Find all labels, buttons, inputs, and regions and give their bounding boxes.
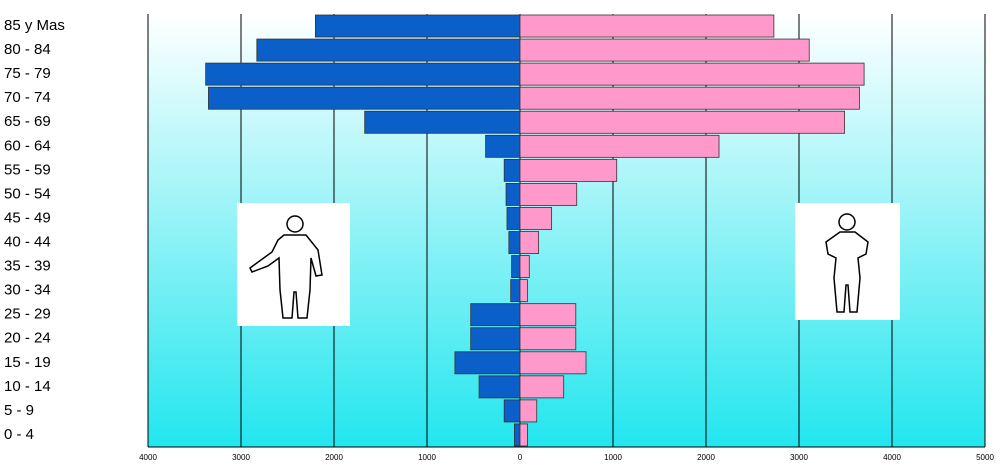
bar <box>470 303 521 327</box>
x-tick-label: 3000 <box>232 453 250 462</box>
bar <box>208 86 521 110</box>
y-tick-label: 15 - 19 <box>4 354 51 371</box>
bar <box>364 110 521 134</box>
y-tick-label: 25 - 29 <box>4 306 51 323</box>
bar <box>519 158 618 182</box>
x-tick-label: 2000 <box>697 453 715 462</box>
bar <box>519 351 587 375</box>
x-tick-label: 1000 <box>604 453 622 462</box>
bar <box>519 375 565 399</box>
y-tick-label: 35 - 39 <box>4 258 51 275</box>
x-tick-label: 1000 <box>418 453 436 462</box>
bar <box>514 423 521 447</box>
y-tick-label: 30 - 34 <box>4 282 51 299</box>
bar <box>470 327 521 351</box>
bar <box>519 86 860 110</box>
bar <box>519 110 845 134</box>
y-tick-label: 80 - 84 <box>4 41 51 58</box>
y-tick-label: 20 - 24 <box>4 330 51 347</box>
bar <box>519 423 528 447</box>
bar <box>519 255 530 279</box>
female-icon <box>795 203 900 320</box>
bar <box>506 207 521 230</box>
y-tick-label: 10 - 14 <box>4 378 51 395</box>
y-tick-label: 5 - 9 <box>4 402 34 419</box>
x-tick-label: 0 <box>518 453 523 462</box>
bar <box>508 231 521 254</box>
y-tick-label: 60 - 64 <box>4 137 51 154</box>
bar <box>454 351 521 375</box>
y-tick-label: 85 y Mas <box>4 17 65 34</box>
bar <box>485 134 521 158</box>
bar <box>478 375 521 399</box>
bar <box>256 38 521 62</box>
x-tick-label: 4000 <box>883 453 901 462</box>
bar <box>519 14 775 38</box>
y-tick-label: 55 - 59 <box>4 161 51 178</box>
x-tick-label: 5000 <box>976 453 994 462</box>
bar <box>503 399 521 423</box>
y-tick-label: 50 - 54 <box>4 185 51 202</box>
bar <box>519 303 577 327</box>
x-tick-label: 3000 <box>790 453 808 462</box>
bar <box>519 327 577 351</box>
bar <box>519 399 538 423</box>
x-tick-label: 4000 <box>139 453 157 462</box>
y-tick-label: 45 - 49 <box>4 209 51 226</box>
bar <box>511 255 521 279</box>
male-icon <box>237 203 350 326</box>
y-tick-label: 65 - 69 <box>4 113 51 130</box>
y-tick-label: 40 - 44 <box>4 233 51 250</box>
bar <box>505 182 521 206</box>
bar <box>519 207 553 230</box>
x-tick-label: 2000 <box>325 453 343 462</box>
bar <box>314 14 521 38</box>
bar <box>519 182 578 206</box>
bar <box>519 279 528 303</box>
bar <box>503 158 521 182</box>
bar <box>519 62 865 86</box>
y-tick-label: 75 - 79 <box>4 65 51 82</box>
bar <box>510 279 521 303</box>
y-tick-label: 0 - 4 <box>4 426 34 443</box>
bar <box>519 231 540 254</box>
bar <box>205 62 521 86</box>
y-tick-label: 70 - 74 <box>4 89 51 106</box>
bar <box>519 134 720 158</box>
bar <box>519 38 810 62</box>
